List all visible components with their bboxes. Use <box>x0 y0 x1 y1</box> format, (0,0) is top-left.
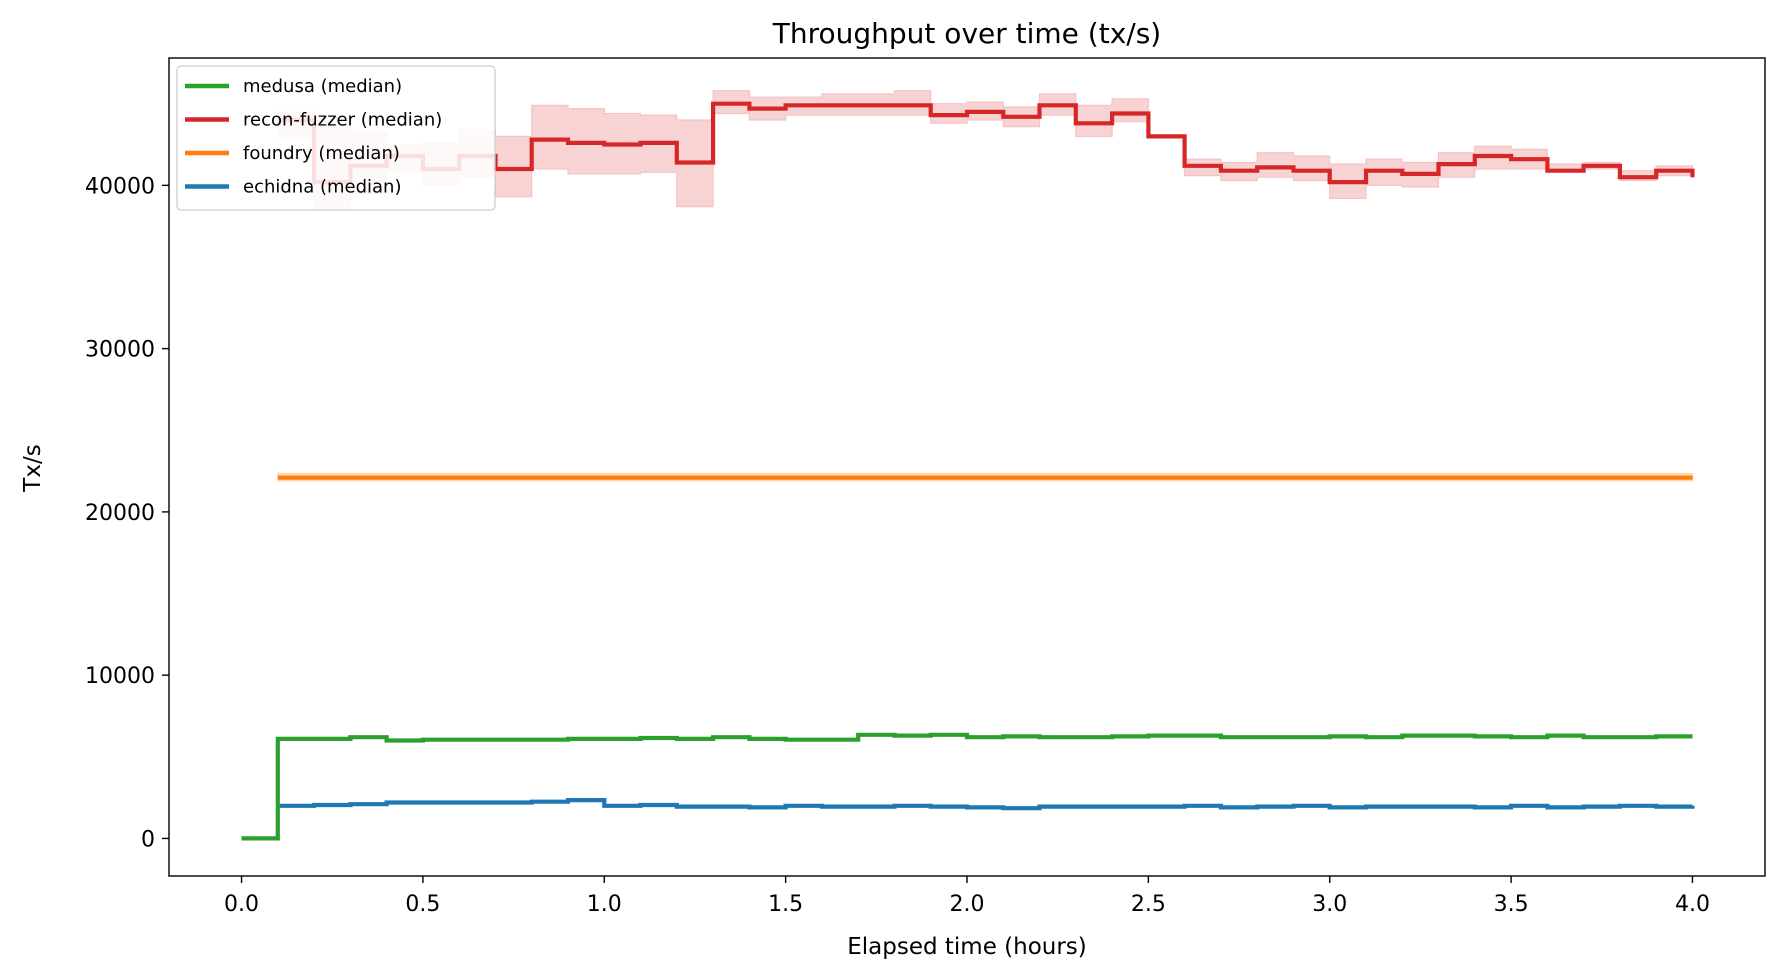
band-recon-fuzzer <box>277 90 1694 209</box>
x-tick-label: 0.5 <box>405 892 440 917</box>
x-tick-label: 1.5 <box>768 892 803 917</box>
legend-label-medusa: medusa (median) <box>243 76 402 97</box>
x-tick-label: 0.0 <box>224 892 259 917</box>
x-tick-label: 3.0 <box>1312 892 1347 917</box>
line-recon-fuzzer <box>277 101 1695 185</box>
chart-title: Throughput over time (tx/s) <box>772 17 1161 50</box>
x-axis-label: Elapsed time (hours) <box>847 934 1087 960</box>
y-tick-label: 10000 <box>85 664 155 689</box>
line-medusa <box>241 732 1693 841</box>
legend-box <box>176 65 496 211</box>
x-tick-label: 1.0 <box>587 892 622 917</box>
line-echidna <box>277 797 1695 811</box>
series-lines <box>241 101 1695 841</box>
y-tick-label: 0 <box>141 827 155 852</box>
y-axis-label: Tx/s <box>20 444 46 492</box>
x-tick-label: 3.5 <box>1494 892 1529 917</box>
y-tick-label: 20000 <box>85 501 155 526</box>
legend-label-foundry: foundry (median) <box>243 143 400 164</box>
y-tick-label: 40000 <box>85 174 155 199</box>
legend-label-echidna: echidna (median) <box>243 177 401 198</box>
legend: medusa (median) recon-fuzzer (median) foun… <box>176 65 496 211</box>
x-tick-label: 2.5 <box>1131 892 1166 917</box>
x-tick-label: 2.0 <box>950 892 985 917</box>
legend-label-recon-fuzzer: recon-fuzzer (median) <box>243 110 442 131</box>
y-tick-label: 30000 <box>85 338 155 363</box>
x-tick-label: 4.0 <box>1675 892 1710 917</box>
axes: 0.0 0.5 1.0 1.5 2.0 2.5 3.0 3.5 4.0 0 10000 20000 30… <box>85 57 1766 917</box>
